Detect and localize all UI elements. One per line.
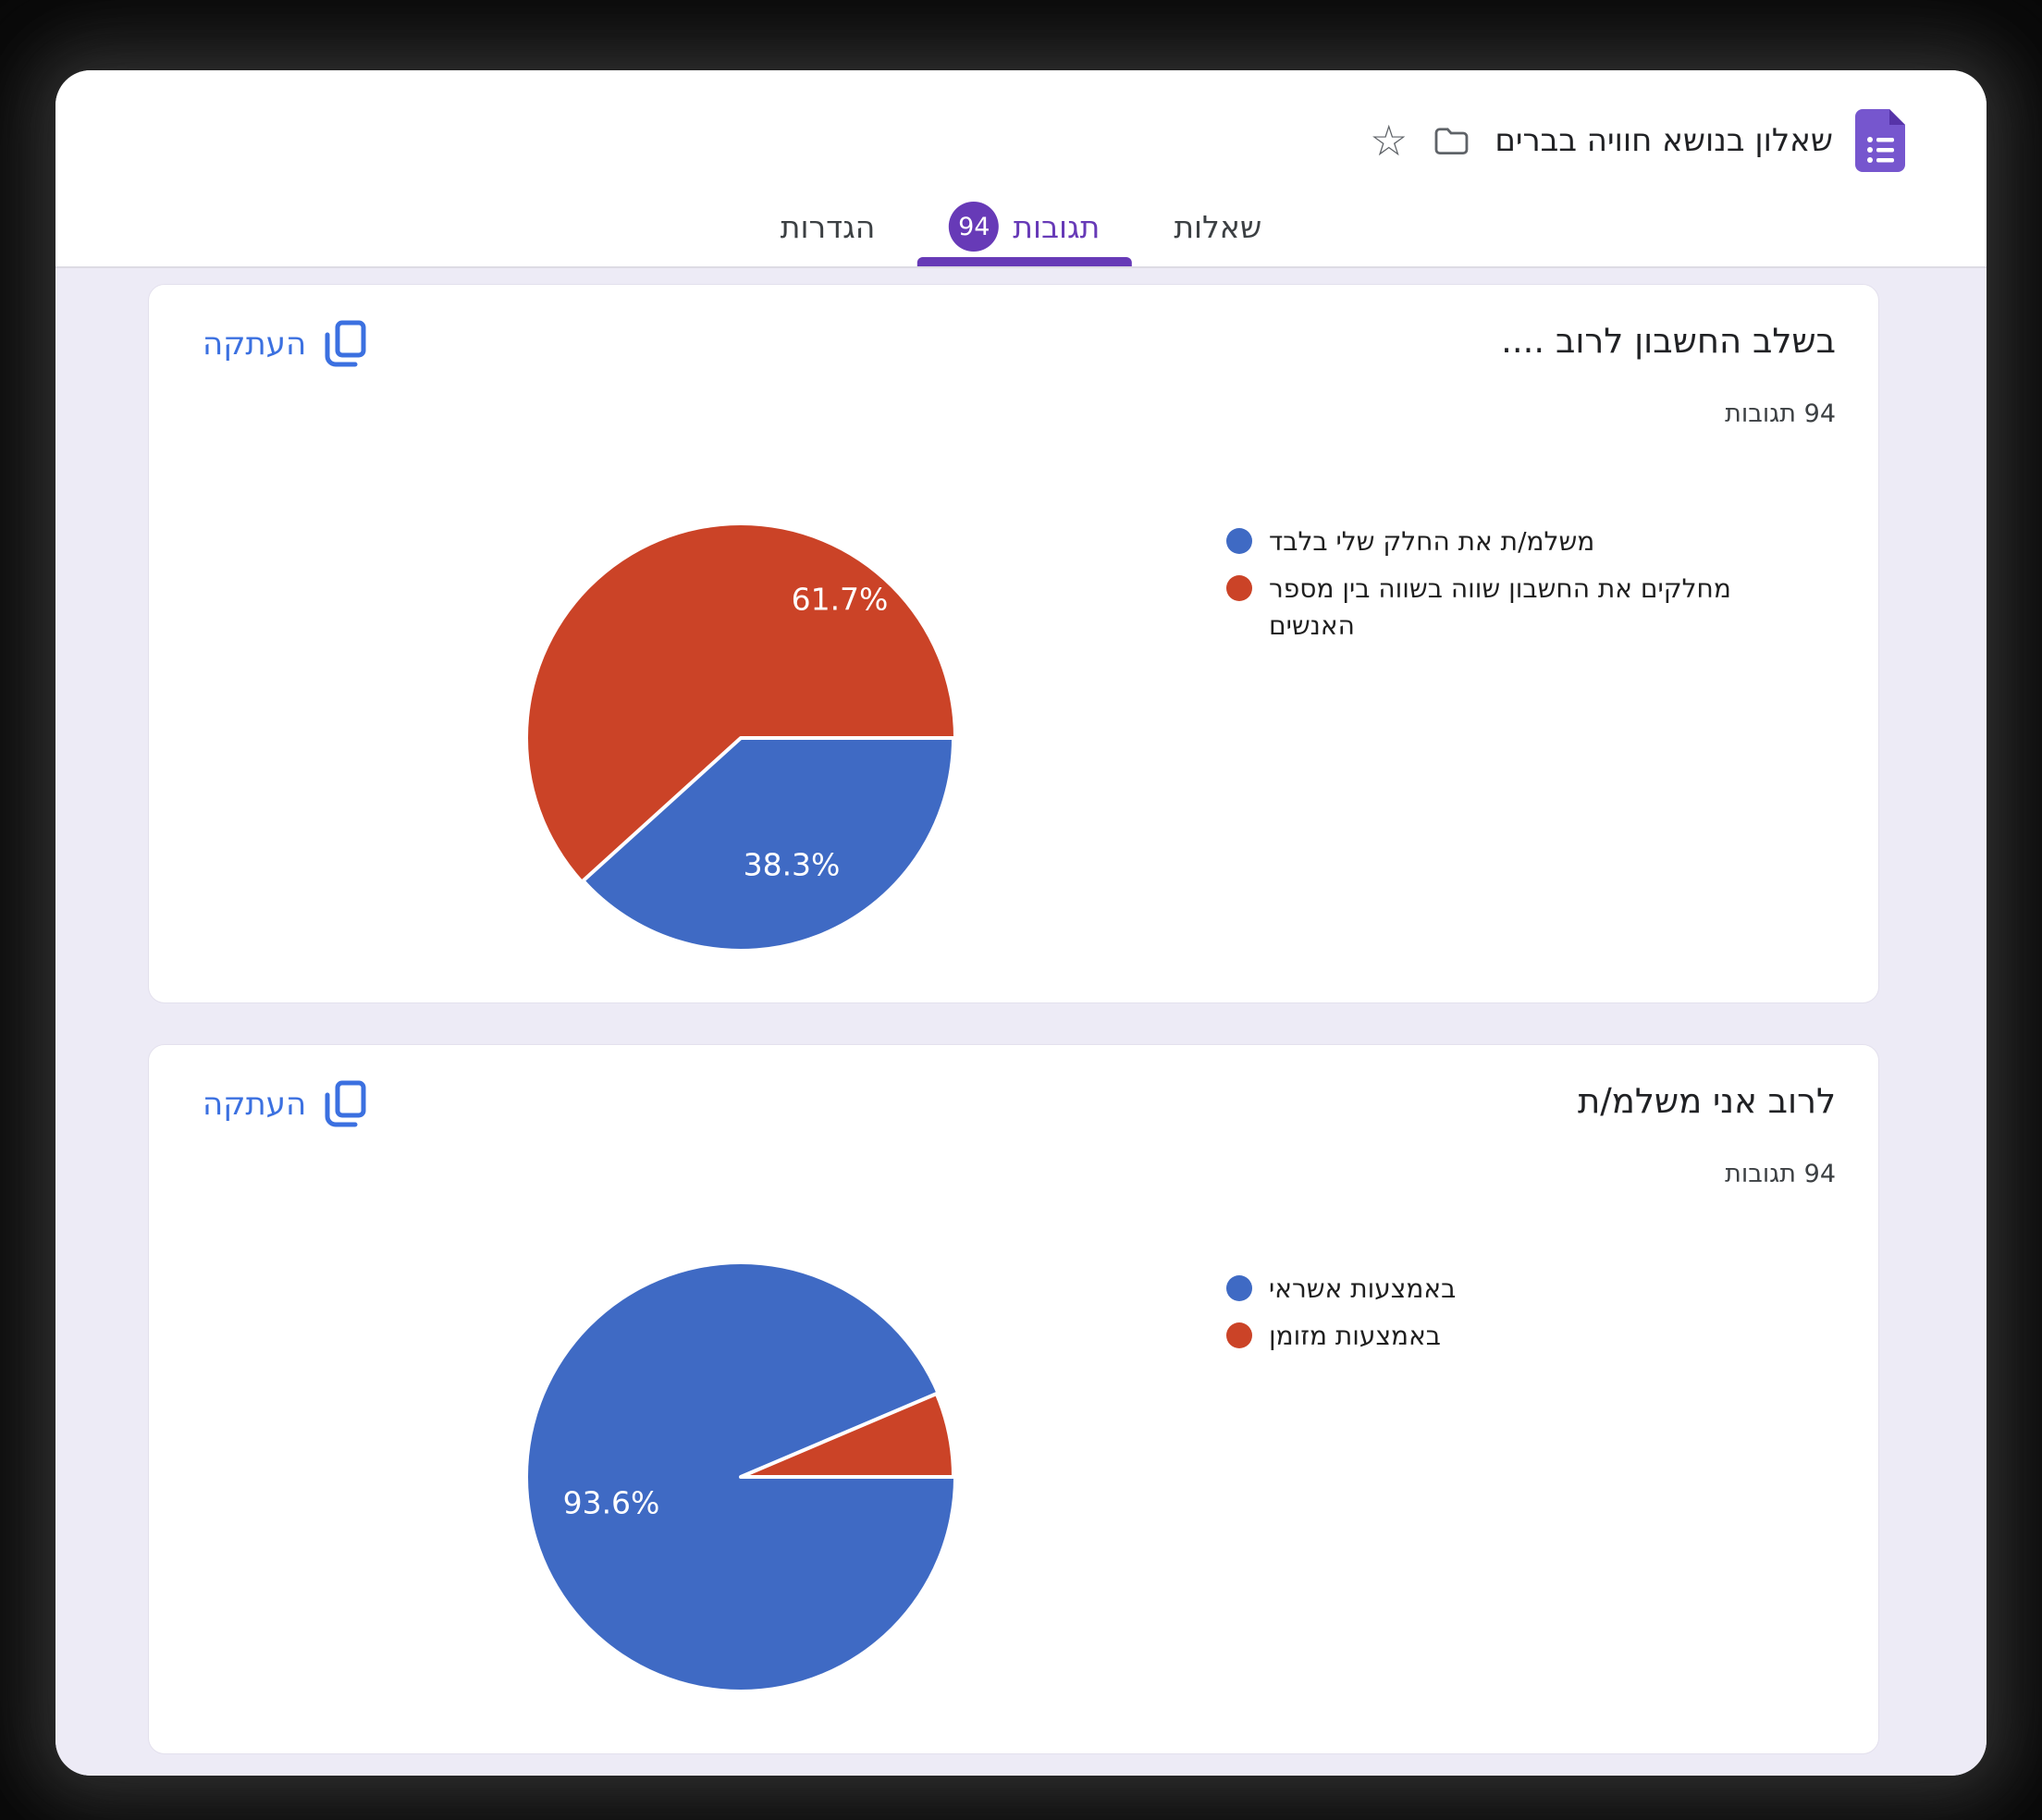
pie-label-red: 61.7% <box>791 581 889 618</box>
tab-bar: שאלות תגובות 94 הגדרות <box>744 187 1298 266</box>
google-forms-logo-icon[interactable] <box>1855 109 1905 172</box>
pie-label-blue: 38.3% <box>743 846 841 883</box>
legend-item: באמצעות אשראי <box>1226 1271 1763 1308</box>
pie-slice-cash[interactable] <box>739 1392 956 1479</box>
responses-count-label: 94 תגובות <box>1725 1160 1836 1188</box>
chart-legend: משלמ/ת את החלק שלי בלבד מחלקים את החשבון… <box>1226 523 1763 655</box>
chart-legend: באמצעות אשראי באמצעות מזומן <box>1226 1271 1763 1365</box>
legend-marker-red <box>1226 1322 1252 1348</box>
copy-chart-button[interactable]: העתקה <box>203 318 371 370</box>
question-card-2: לרוב אני משלמ/ת 94 תגובות העתקה 93.6% <box>148 1044 1879 1754</box>
pie-slice-pay-my-part[interactable] <box>581 736 955 953</box>
active-tab-underline <box>917 257 1132 266</box>
tab-settings[interactable]: הגדרות <box>780 208 876 245</box>
legend-marker-blue <box>1226 528 1252 554</box>
pie-chart-1: 61.7% 38.3% <box>523 521 958 955</box>
responses-content: בשלב החשבון לרוב .... 94 תגובות העתקה 61… <box>55 268 1987 1776</box>
header: שאלון בנושא חוויה בברים ☆ שאלות תגובות 9… <box>55 70 1987 268</box>
title-row: שאלון בנושא חוויה בברים ☆ <box>1370 109 1905 172</box>
star-icon[interactable]: ☆ <box>1370 116 1408 166</box>
legend-item: משלמ/ת את החלק שלי בלבד <box>1226 523 1763 560</box>
question-card-1: בשלב החשבון לרוב .... 94 תגובות העתקה 61… <box>148 284 1879 1003</box>
tab-responses[interactable]: תגובות 94 <box>912 187 1137 266</box>
legend-item: מחלקים את החשבון שווה בשווה בין מספר האנ… <box>1226 571 1763 645</box>
form-title: שאלון בנושא חוויה בברים <box>1495 122 1833 159</box>
responses-count-badge: 94 <box>949 202 1000 252</box>
responses-count-label: 94 תגובות <box>1725 400 1836 428</box>
question-title: בשלב החשבון לרוב .... <box>1501 321 1836 361</box>
pie-chart-2: 93.6% <box>523 1260 958 1694</box>
move-to-folder-icon[interactable] <box>1433 126 1469 155</box>
question-title: לרוב אני משלמ/ת <box>1577 1081 1836 1121</box>
legend-marker-blue <box>1226 1275 1252 1301</box>
pie-label-blue: 93.6% <box>562 1484 660 1521</box>
google-forms-window: שאלון בנושא חוויה בברים ☆ שאלות תגובות 9… <box>55 70 1987 1776</box>
copy-icon <box>325 1080 366 1127</box>
legend-marker-red <box>1226 575 1252 601</box>
copy-chart-button[interactable]: העתקה <box>203 1078 371 1130</box>
copy-icon <box>325 320 366 367</box>
legend-item: באמצעות מזומן <box>1226 1318 1763 1355</box>
tab-questions[interactable]: שאלות <box>1174 208 1262 245</box>
